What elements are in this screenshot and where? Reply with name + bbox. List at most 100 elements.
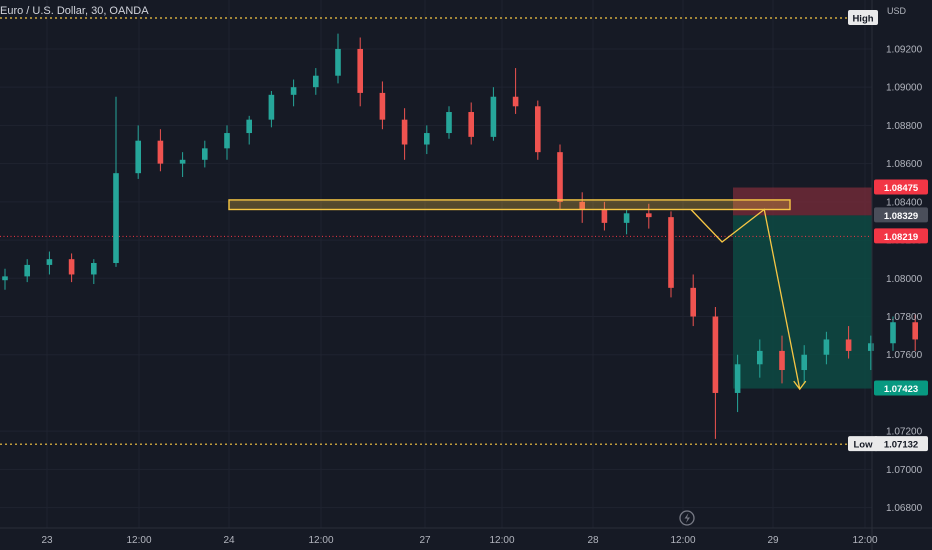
candle-body: [357, 48, 363, 93]
candle[interactable]: [468, 102, 474, 145]
candle[interactable]: [690, 274, 696, 327]
candle[interactable]: [401, 108, 408, 160]
candle-body: [868, 343, 874, 351]
candle[interactable]: [890, 316, 896, 351]
candle-body: [202, 148, 208, 160]
candle[interactable]: [912, 314, 918, 351]
candle[interactable]: [823, 331, 830, 365]
candle[interactable]: [91, 259, 97, 285]
candle[interactable]: [757, 339, 763, 378]
y-tick-label: 1.09200: [886, 44, 923, 55]
candle-body: [801, 354, 807, 371]
candle-body: [401, 119, 408, 145]
projection-path[interactable]: [690, 208, 801, 390]
time-axis[interactable]: 23 12:00 24 12:00 27 12:00 28 12:00 29 12:00: [0, 527, 932, 546]
candle[interactable]: [68, 253, 75, 283]
candle[interactable]: [623, 209, 630, 235]
stop-loss-zone[interactable]: [733, 187, 872, 216]
low-tag: Low: [848, 436, 878, 452]
candle[interactable]: [313, 68, 319, 95]
candle-body: [734, 364, 741, 393]
x-tick-label: 29: [767, 535, 779, 546]
candle-body: [601, 209, 608, 223]
candle[interactable]: [779, 335, 785, 384]
candle[interactable]: [646, 203, 652, 229]
candle-body: [912, 322, 918, 340]
candle-body: [224, 133, 230, 149]
candle[interactable]: [290, 79, 297, 107]
high-tag-text: High: [852, 14, 873, 25]
candle[interactable]: [24, 259, 30, 283]
candle-body: [512, 96, 519, 107]
price-badges: 1.08475 1.08329 1.08219 1.07423 1.07132 High L…: [848, 10, 928, 452]
high-tag-bg: [848, 10, 878, 25]
candle-body: [68, 259, 75, 275]
high-tag: High: [848, 10, 878, 25]
candle[interactable]: [113, 96, 119, 267]
candle[interactable]: [424, 125, 430, 155]
stop-price-badge-bg: [874, 179, 928, 195]
candle[interactable]: [579, 192, 585, 223]
y-tick-label: 1.07600: [886, 350, 923, 361]
currency-label: USD: [887, 6, 907, 16]
resistance-zone[interactable]: [228, 199, 791, 211]
candle[interactable]: [379, 81, 386, 130]
candles[interactable]: [2, 33, 932, 439]
target-price-badge: 1.07423: [874, 380, 928, 396]
candle[interactable]: [135, 125, 141, 179]
candle[interactable]: [535, 100, 541, 160]
candle[interactable]: [490, 87, 497, 141]
y-tick-label: 1.09000: [886, 83, 923, 94]
candle[interactable]: [224, 125, 230, 160]
candle[interactable]: [2, 268, 8, 290]
candle-body: [490, 96, 497, 137]
candle-body: [91, 263, 97, 275]
x-tick-label: 27: [419, 535, 431, 546]
candle[interactable]: [246, 115, 252, 145]
y-tick-label: 1.07200: [886, 427, 923, 438]
candle-body: [179, 159, 186, 164]
chart-title: Euro / U.S. Dollar, 30, OANDA: [0, 5, 149, 17]
candle-body: [24, 264, 30, 277]
y-tick-label: 1.08400: [886, 197, 923, 208]
candle[interactable]: [801, 345, 807, 384]
candle[interactable]: [335, 33, 341, 84]
candle[interactable]: [446, 106, 452, 139]
candle[interactable]: [557, 144, 563, 210]
candle[interactable]: [46, 251, 53, 275]
candle[interactable]: [157, 129, 164, 172]
candle[interactable]: [268, 91, 275, 128]
candle-body: [335, 48, 341, 76]
current-price-badge-text: 1.08219: [884, 232, 918, 243]
candle[interactable]: [845, 326, 852, 359]
low-price-badge: 1.07132: [874, 436, 928, 452]
candle[interactable]: [202, 140, 208, 168]
candle[interactable]: [512, 68, 519, 114]
candle[interactable]: [868, 335, 874, 371]
x-tick-label: 12:00: [670, 535, 695, 546]
x-tick-label: 28: [587, 535, 599, 546]
candle-body: [757, 350, 763, 365]
candle[interactable]: [712, 306, 719, 439]
candle[interactable]: [734, 354, 741, 413]
entry-price-badge: 1.08329: [874, 207, 928, 223]
candle-body: [313, 75, 319, 88]
y-tick-label: 1.07000: [886, 465, 923, 476]
low-price-badge-bg: [874, 436, 928, 452]
price-axis[interactable]: 1.09200 1.09000 1.08800 1.08600 1.08400 1.082…: [871, 0, 923, 550]
x-tick-label: 23: [41, 535, 53, 546]
candle[interactable]: [179, 152, 186, 177]
stop-price-badge: 1.08475: [874, 179, 928, 195]
candle-body: [890, 322, 896, 344]
candle-body: [623, 213, 630, 223]
drawings[interactable]: [228, 199, 807, 391]
candle[interactable]: [601, 201, 608, 231]
reference-lines: [0, 17, 872, 445]
target-price-badge-text: 1.07423: [884, 384, 918, 395]
candle-body: [424, 133, 430, 145]
low-tag-text: Low: [854, 440, 874, 451]
candle[interactable]: [357, 37, 363, 107]
candle[interactable]: [668, 211, 674, 298]
lightning-icon[interactable]: [679, 510, 695, 526]
